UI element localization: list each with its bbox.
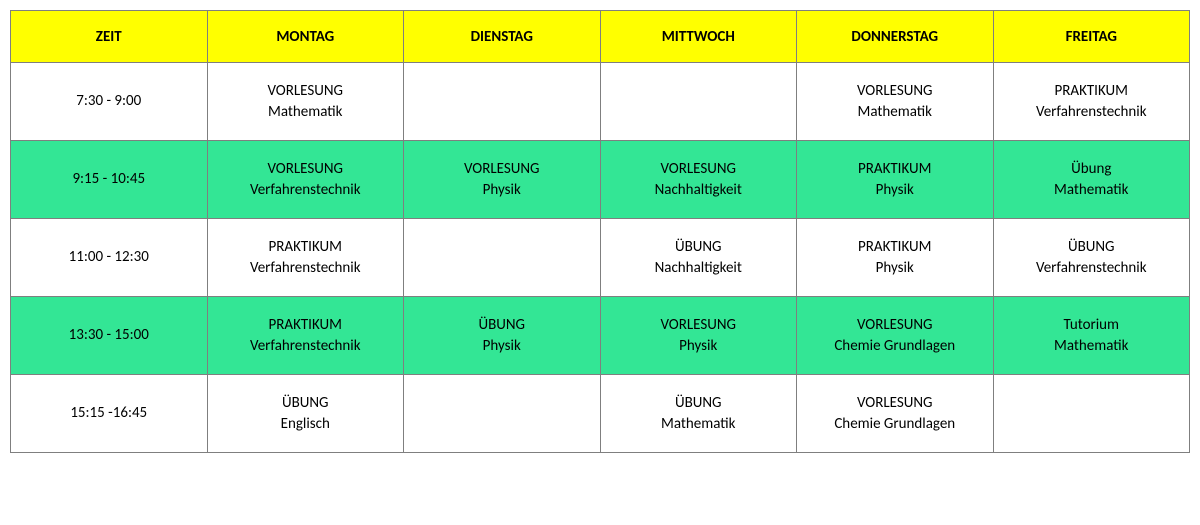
slot-cell <box>404 219 601 297</box>
header-cell-donnerstag: DONNERSTAG <box>797 11 994 63</box>
slot-cell: ÜBUNGNachhaltigkeit <box>600 219 797 297</box>
timetable: ZEIT MONTAG DIENSTAG MITTWOCH DONNERSTAG… <box>10 10 1190 453</box>
slot-cell: PRAKTIKUMPhysik <box>797 219 994 297</box>
slot-type: ÜBUNG <box>1068 237 1115 257</box>
slot-subject: Chemie Grundlagen <box>834 414 955 434</box>
slot-cell: ÜBUNGMathematik <box>600 375 797 453</box>
table-row: 11:00 - 12:30 PRAKTIKUMVerfahrenstechnik… <box>11 219 1190 297</box>
table-row: 13:30 - 15:00 PRAKTIKUMVerfahrenstechnik… <box>11 297 1190 375</box>
slot-type: Übung <box>1071 159 1111 179</box>
slot-type: PRAKTIKUM <box>269 237 342 257</box>
slot-cell: VORLESUNGNachhaltigkeit <box>600 141 797 219</box>
header-cell-montag: MONTAG <box>207 11 404 63</box>
slot-subject: Nachhaltigkeit <box>655 258 742 278</box>
header-cell-freitag: FREITAG <box>993 11 1190 63</box>
slot-cell: VORLESUNGChemie Grundlagen <box>797 375 994 453</box>
slot-subject: Physik <box>876 258 914 278</box>
slot-cell: TutoriumMathematik <box>993 297 1190 375</box>
slot-type: VORLESUNG <box>857 315 933 335</box>
slot-cell: ÜbungMathematik <box>993 141 1190 219</box>
slot-cell: PRAKTIKUMPhysik <box>797 141 994 219</box>
slot-type: PRAKTIKUM <box>1055 81 1128 101</box>
slot-cell: VORLESUNGPhysik <box>404 141 601 219</box>
slot-type: VORLESUNG <box>267 159 343 179</box>
slot-type: ÜBUNG <box>675 237 722 257</box>
slot-cell: PRAKTIKUMVerfahrenstechnik <box>207 219 404 297</box>
slot-cell: VORLESUNGMathematik <box>797 63 994 141</box>
slot-subject: Mathematik <box>1054 336 1128 356</box>
slot-subject: Verfahrenstechnik <box>250 258 361 278</box>
slot-subject: Verfahrenstechnik <box>1036 258 1147 278</box>
slot-cell: ÜBUNGPhysik <box>404 297 601 375</box>
slot-type: PRAKTIKUM <box>858 159 931 179</box>
slot-subject: Mathematik <box>858 102 932 122</box>
time-cell: 13:30 - 15:00 <box>11 297 208 375</box>
slot-subject: Chemie Grundlagen <box>834 336 955 356</box>
slot-cell: VORLESUNGPhysik <box>600 297 797 375</box>
slot-subject: Verfahrenstechnik <box>250 336 361 356</box>
slot-subject: Nachhaltigkeit <box>655 180 742 200</box>
slot-type: VORLESUNG <box>660 159 736 179</box>
slot-cell: PRAKTIKUMVerfahrenstechnik <box>993 63 1190 141</box>
slot-type: VORLESUNG <box>857 393 933 413</box>
slot-subject: Mathematik <box>1054 180 1128 200</box>
slot-cell: PRAKTIKUMVerfahrenstechnik <box>207 297 404 375</box>
slot-type: VORLESUNG <box>857 81 933 101</box>
slot-subject: Verfahrenstechnik <box>1036 102 1147 122</box>
slot-subject: Mathematik <box>661 414 735 434</box>
time-cell: 9:15 - 10:45 <box>11 141 208 219</box>
slot-type: ÜBUNG <box>478 315 525 335</box>
table-row: 7:30 - 9:00 VORLESUNGMathematik VORLESUN… <box>11 63 1190 141</box>
slot-cell <box>600 63 797 141</box>
slot-type: PRAKTIKUM <box>858 237 931 257</box>
header-cell-mittwoch: MITTWOCH <box>600 11 797 63</box>
header-cell-dienstag: DIENSTAG <box>404 11 601 63</box>
slot-subject: Englisch <box>281 414 330 434</box>
header-cell-zeit: ZEIT <box>11 11 208 63</box>
slot-subject: Verfahrenstechnik <box>250 180 361 200</box>
slot-cell: ÜBUNGVerfahrenstechnik <box>993 219 1190 297</box>
slot-cell <box>993 375 1190 453</box>
slot-cell: VORLESUNGMathematik <box>207 63 404 141</box>
timetable-header: ZEIT MONTAG DIENSTAG MITTWOCH DONNERSTAG… <box>11 11 1190 63</box>
slot-type: ÜBUNG <box>675 393 722 413</box>
time-cell: 15:15 -16:45 <box>11 375 208 453</box>
slot-subject: Physik <box>483 336 521 356</box>
timetable-body: 7:30 - 9:00 VORLESUNGMathematik VORLESUN… <box>11 63 1190 453</box>
slot-type: ÜBUNG <box>282 393 329 413</box>
slot-type: VORLESUNG <box>464 159 540 179</box>
slot-cell: VORLESUNGVerfahrenstechnik <box>207 141 404 219</box>
slot-type: VORLESUNG <box>267 81 343 101</box>
time-cell: 11:00 - 12:30 <box>11 219 208 297</box>
slot-subject: Mathematik <box>268 102 342 122</box>
slot-type: PRAKTIKUM <box>269 315 342 335</box>
slot-cell <box>404 63 601 141</box>
slot-type: VORLESUNG <box>660 315 736 335</box>
slot-cell <box>404 375 601 453</box>
table-row: 9:15 - 10:45 VORLESUNGVerfahrenstechnik … <box>11 141 1190 219</box>
slot-subject: Physik <box>876 180 914 200</box>
header-row: ZEIT MONTAG DIENSTAG MITTWOCH DONNERSTAG… <box>11 11 1190 63</box>
slot-subject: Physik <box>483 180 521 200</box>
table-row: 15:15 -16:45 ÜBUNGEnglisch ÜBUNGMathemat… <box>11 375 1190 453</box>
slot-cell: ÜBUNGEnglisch <box>207 375 404 453</box>
time-cell: 7:30 - 9:00 <box>11 63 208 141</box>
slot-cell: VORLESUNGChemie Grundlagen <box>797 297 994 375</box>
slot-type: Tutorium <box>1063 315 1119 335</box>
slot-subject: Physik <box>679 336 717 356</box>
